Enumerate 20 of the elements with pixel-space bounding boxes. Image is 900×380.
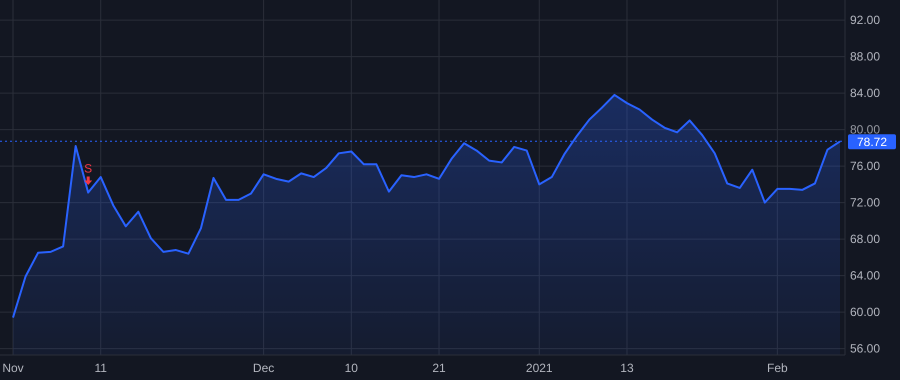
y-tick-label: 72.00 <box>850 196 880 210</box>
y-tick-label: 92.00 <box>850 13 880 28</box>
y-tick-label: 88.00 <box>850 50 880 64</box>
x-tick-label: Feb <box>767 361 788 375</box>
x-tick-label: Nov <box>2 361 24 375</box>
y-tick-label: 76.00 <box>850 159 880 174</box>
x-tick-label: 21 <box>432 361 446 375</box>
y-tick-label: 68.00 <box>850 232 880 246</box>
y-tick-label: 84.00 <box>850 86 880 100</box>
annotation: S <box>84 162 92 176</box>
x-tick-label: 11 <box>94 361 108 375</box>
y-tick-label: 64.00 <box>850 268 880 283</box>
x-tick-label: 10 <box>344 361 358 375</box>
x-tick-label: Dec <box>252 361 274 375</box>
y-tick-label: 60.00 <box>850 305 880 320</box>
x-tick-label: 2021 <box>526 361 553 375</box>
x-tick-label: 13 <box>620 361 634 375</box>
y-tick-label: 80.00 <box>850 122 880 137</box>
ref-line-label: 78.72 <box>856 134 888 149</box>
y-tick-label: 56.00 <box>850 342 880 356</box>
